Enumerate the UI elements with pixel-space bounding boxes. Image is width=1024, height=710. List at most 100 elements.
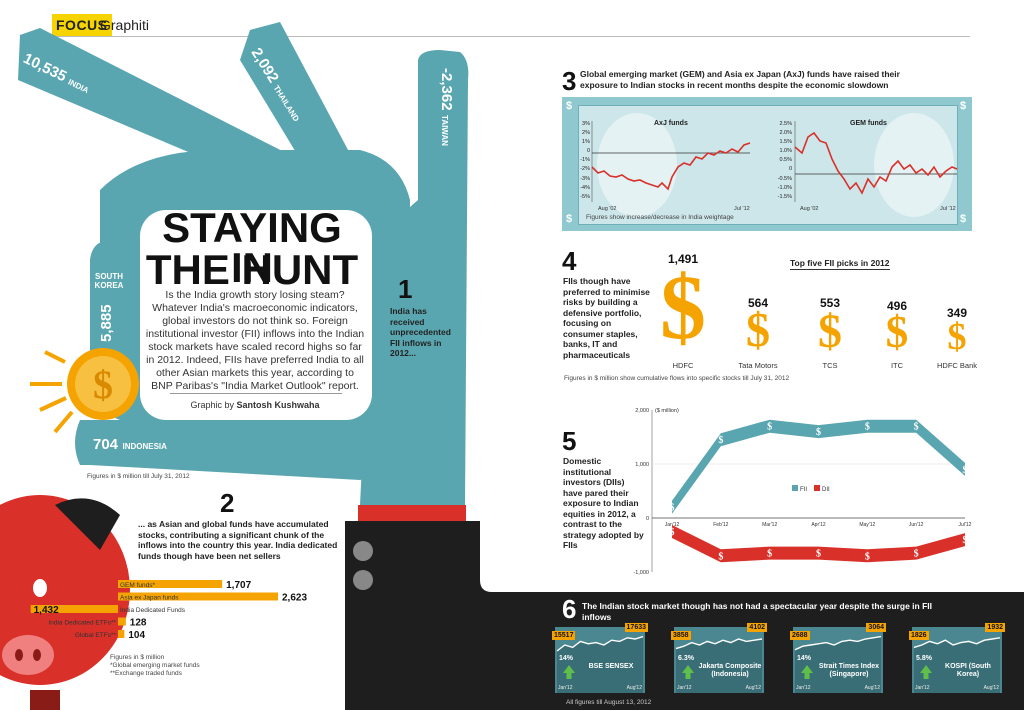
gem-title: GEM funds [850,120,887,127]
intro-paragraph: Is the India growth story losing steam? … [145,289,365,392]
banknote-dollar-icon-1: $ [566,100,573,112]
market-end-value: 1932 [985,623,1005,632]
pick-4: 349 $ HDFC Bank [922,250,992,380]
market-card-0: 15517 17633 14% BSE SENSEX Jan'12 Aug'12 [552,623,648,693]
flow-point-fii: $ [816,427,821,438]
market-name: KOSPI (South Korea) [945,663,991,678]
market-x-start: Jan'12 [677,685,692,691]
dollar-icon: $ [947,315,967,358]
market-name: Strait Times Index (Singapore) [818,663,880,678]
flow-x-tick: Jul'12 [959,522,972,528]
gem-x-end: Jul '12 [940,206,956,212]
flow-point-dii: $ [718,551,723,562]
legend-label-fii: FII [800,487,807,493]
step3-note: Figures show increase/decrease in India … [586,214,734,221]
market-name: Jakarta Composite (Indonesia) [698,663,762,678]
flow-point-dii: $ [914,549,919,560]
pick-value: 349 [946,305,968,320]
taiwan-name: TAIWAN [440,115,449,146]
fund-bar-value-3: 128 [130,618,147,629]
taiwan-value: -2,362 [438,68,455,111]
dollar-icon: $ [885,307,909,358]
market-name: BSE SENSEX [588,663,634,670]
indonesia-name: INDONESIA [122,442,167,451]
indonesia-value: 704 [93,436,119,453]
flow-x-tick: May'12 [859,522,875,528]
markets-row: 15517 17633 14% BSE SENSEX Jan'12 Aug'12 3858 4… [552,623,1015,700]
flow-point-dii: $ [963,535,968,546]
market-x-start: Jan'12 [558,685,573,691]
flow-band-dii [672,525,965,563]
up-arrow-icon [920,665,932,673]
step2-text: ... as Asian and global funds have accum… [138,519,338,561]
flow-x-tick: Feb'12 [713,522,728,528]
page-title-line2: THE HUNT [145,246,359,293]
market-change-pct: 5.8% [916,655,932,662]
market-area [795,636,881,693]
market-card-2: 2688 3064 14% Strait Times Index (Singapore… [790,623,886,693]
pick-value: 1,491 [667,252,699,266]
south-korea-value: 5,885 [98,304,115,342]
fund-bars-chart: GEM funds* 1,707 Asia ex Japan funds 2,623 I… [30,580,307,641]
flow-point-dii: $ [670,527,675,538]
fund-bar-2 [30,605,119,613]
step6-note: All figures till August 13, 2012 [566,699,652,706]
market-line [913,637,1001,649]
dollar-icon: $ [745,304,771,358]
fund-bar-value-2: 1,432 [34,605,59,616]
gem-ticks: 2.5% 2.0% 1.5% 1.0% 0.5% 0 -0.5% -1.0% -1.5% [777,121,792,200]
sleeve-button-2 [353,570,373,590]
market-change-pct: 14% [559,655,574,662]
section-name: Graphiti [100,17,150,33]
fund-bar-label-2: India Dedicated Funds [120,607,186,614]
market-x-start: Jan'12 [915,685,930,691]
flow-point-fii: $ [718,435,723,446]
up-arrow-icon [563,665,575,673]
market-change-pct: 6.3% [678,655,694,662]
legend-swatch-fii [792,485,798,491]
flow-x-tick: Mar'12 [762,522,777,528]
market-end-value: 3064 [866,623,886,632]
pick-3: 496 $ ITC [862,250,932,380]
indonesia-label: 704 INDONESIA [93,436,167,454]
hand-note: Figures in $ million till July 31, 2012 [87,473,190,480]
fund-bar-label-0: GEM funds* [120,582,156,589]
credit-divider [170,393,342,394]
flow-point-fii: $ [767,422,772,433]
fund-bar-value-0: 1,707 [226,580,251,591]
axj-title: AxJ funds [654,120,688,127]
flow-y-tick: 1,000 [635,462,649,468]
flow-point-dii: $ [767,549,772,560]
market-start-value: 1826 [909,631,929,640]
picks-heading: Top five FII picks in 2012 [790,258,890,270]
fund-bar-1 [118,592,278,601]
fund-bar-0 [118,580,223,588]
banknote-dollar-icon-2: $ [960,100,967,112]
market-x-start: Jan'12 [796,685,811,691]
credit-line: Graphic by Santosh Kushwaha [190,400,320,410]
fund-bar-label-4: Global ETFs** [75,632,117,639]
step2-number: 2 [220,488,235,518]
axj-x-start: Aug '02 [598,206,616,212]
flow-point-fii: $ [914,422,919,433]
south-korea-name: SOUTH KOREA [94,272,124,290]
svg-text:$: $ [93,362,113,407]
flow-point-fii: $ [963,465,968,476]
market-start-value: 2688 [790,631,810,640]
market-line [556,635,644,652]
legend-swatch-dii [814,485,820,491]
piggy-bank-icon [0,495,130,710]
market-start-value: 15517 [552,631,576,640]
pick-value: 553 [819,296,841,311]
fund-bar-value-1: 2,623 [282,593,307,604]
hand-inner-panel [140,210,372,420]
gem-x-start: Aug '02 [800,206,818,212]
step3-text: Global emerging market (GEM) and Asia ex… [580,69,900,90]
step5-text: Domestic institutional investors (DIIs) … [563,456,644,550]
fund-bar-label-3: India Dedicated ETFs** [48,620,116,627]
pick-name: ITC [890,361,904,370]
step6-number: 6 [562,594,577,624]
banknote-dollar-icon-4: $ [960,213,967,225]
finger-south-korea [90,240,125,360]
step6-text: The Indian stock market though has not h… [582,601,932,622]
